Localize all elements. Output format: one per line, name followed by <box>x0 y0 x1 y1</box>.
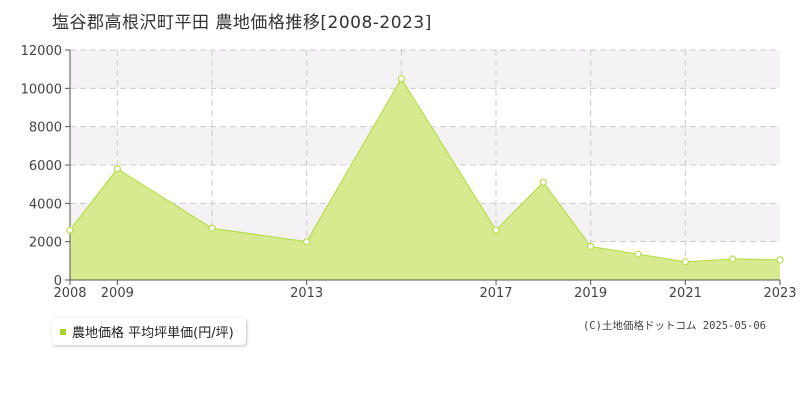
data-point <box>539 178 547 186</box>
plot-band <box>70 50 780 89</box>
series-area <box>70 78 780 280</box>
data-point <box>634 250 642 258</box>
data-point <box>587 242 595 251</box>
tick-label-layer: 0 2000 4000 6000 8000 10000 12000 2008 2009 2013 2… <box>21 44 797 301</box>
legend: 農地価格 平均坪単価(円/坪) <box>52 318 246 345</box>
data-point <box>66 226 74 234</box>
area-layer <box>69 77 781 280</box>
chart-title: 塩谷郡高根沢町平田 農地価格推移[2008-2023] <box>52 13 432 33</box>
y-tick-label: 12000 <box>21 44 62 59</box>
y-tick-label: 0 <box>54 274 62 289</box>
data-point <box>303 238 311 246</box>
y-tick-label: 10000 <box>21 82 62 97</box>
axis-layer <box>65 49 781 285</box>
data-point <box>729 255 737 263</box>
data-point <box>113 165 121 173</box>
x-tick-label: 2019 <box>574 286 607 301</box>
y-tick-label: 6000 <box>29 159 62 174</box>
x-tick-label: 2009 <box>101 286 134 301</box>
data-point <box>492 226 500 234</box>
data-point <box>681 258 689 266</box>
data-point <box>397 75 405 83</box>
y-tick-label: 8000 <box>29 121 62 136</box>
y-tick-label: 2000 <box>29 236 62 251</box>
series-line <box>69 77 781 263</box>
marker-layer <box>66 75 784 266</box>
x-tick-label: 2008 <box>53 286 86 301</box>
copyright-text: (C)土地価格ドットコム 2025-05-06 <box>582 320 766 332</box>
legend-label: 農地価格 平均坪単価(円/坪) <box>72 326 234 341</box>
x-tick-label: 2021 <box>669 286 702 301</box>
y-tick-label: 4000 <box>29 197 62 212</box>
data-point <box>208 224 216 232</box>
legend-swatch <box>60 328 66 335</box>
x-tick-label: 2023 <box>763 286 796 301</box>
data-point <box>776 256 784 264</box>
x-tick-label: 2017 <box>479 286 512 301</box>
x-tick-label: 2013 <box>290 286 323 301</box>
